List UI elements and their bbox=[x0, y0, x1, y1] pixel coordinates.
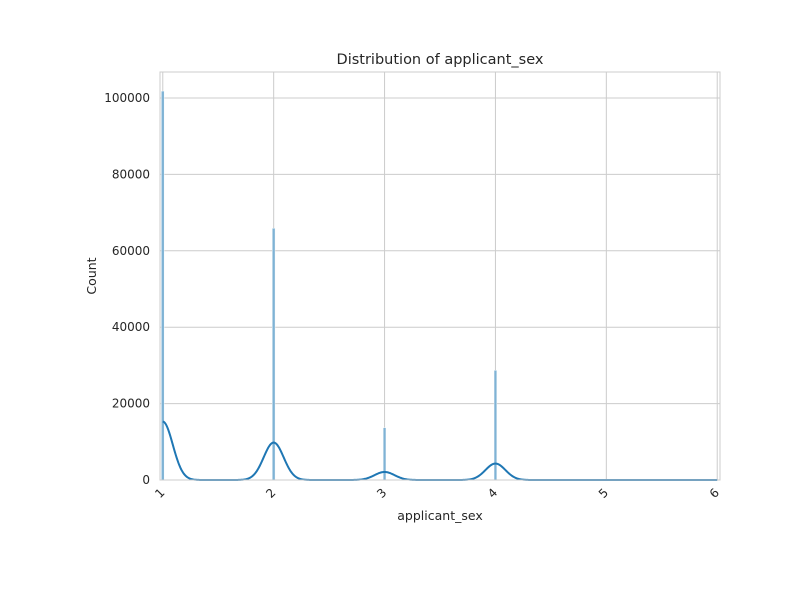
y-tick-label: 60000 bbox=[112, 244, 150, 258]
chart-title: Distribution of applicant_sex bbox=[337, 52, 544, 68]
y-axis-label: Count bbox=[84, 257, 99, 294]
plot-area bbox=[160, 72, 720, 480]
plot-frame bbox=[159, 71, 721, 481]
y-tick-labels: 0 20000 40000 60000 80000 100000 bbox=[104, 91, 150, 487]
y-tick-label: 40000 bbox=[112, 320, 150, 334]
y-tick-label: 20000 bbox=[112, 397, 150, 411]
y-tick-label: 100000 bbox=[104, 91, 150, 105]
y-tick-label: 0 bbox=[142, 473, 150, 487]
y-tick-label: 80000 bbox=[112, 167, 150, 181]
x-axis-label: applicant_sex bbox=[397, 508, 482, 523]
